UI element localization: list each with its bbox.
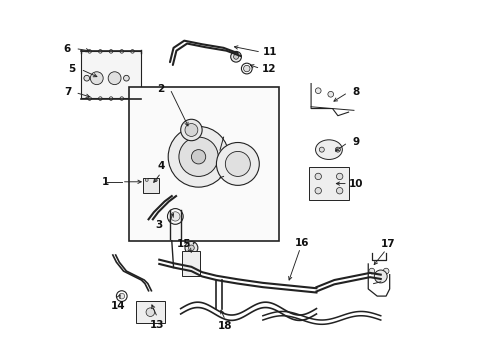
Circle shape [192,150,206,164]
Text: 2: 2 [157,84,165,94]
Bar [309,167,348,200]
Bar [81,51,142,98]
Text: 3: 3 [156,220,163,230]
Bar [129,87,279,241]
Text: 4: 4 [157,161,164,171]
Text: 17: 17 [381,239,395,249]
Circle shape [131,50,134,53]
Circle shape [146,179,148,181]
Text: 11: 11 [263,47,277,57]
Circle shape [98,97,102,100]
Circle shape [383,268,389,274]
Circle shape [374,270,387,283]
Text: 7: 7 [64,87,71,98]
Text: 14: 14 [111,301,125,311]
Circle shape [315,173,321,180]
Text: 13: 13 [150,320,165,330]
Circle shape [168,126,229,187]
Circle shape [319,147,324,152]
Bar [143,178,159,193]
Circle shape [316,88,321,94]
Circle shape [337,173,343,180]
Circle shape [123,75,129,81]
Circle shape [225,152,250,176]
Text: 10: 10 [349,179,364,189]
Text: 15: 15 [177,239,192,249]
Circle shape [88,97,92,100]
Circle shape [337,188,343,194]
Circle shape [369,268,375,274]
Circle shape [244,65,250,72]
Circle shape [189,245,194,251]
Circle shape [315,188,321,194]
Circle shape [98,50,102,53]
Circle shape [109,50,113,53]
Circle shape [171,212,180,221]
Text: 9: 9 [353,138,360,148]
Circle shape [185,123,198,136]
Text: 5: 5 [68,64,75,74]
Text: 12: 12 [261,64,276,73]
Circle shape [179,137,218,176]
Circle shape [328,91,334,97]
Bar [136,301,165,323]
Circle shape [185,242,198,254]
Circle shape [84,75,90,81]
Text: 16: 16 [295,238,309,248]
Text: 18: 18 [218,321,233,332]
Circle shape [120,97,123,100]
Circle shape [120,50,123,53]
Text: 1: 1 [102,177,109,187]
Text: 6: 6 [64,44,71,54]
Circle shape [154,179,157,181]
Ellipse shape [316,140,343,159]
Circle shape [108,72,121,85]
Circle shape [146,308,155,316]
Bar [182,251,200,276]
Circle shape [335,147,341,152]
Circle shape [131,97,134,100]
Circle shape [181,119,202,141]
Circle shape [119,293,124,299]
Text: 8: 8 [353,87,360,98]
Circle shape [234,54,239,59]
Circle shape [109,97,113,100]
Circle shape [88,50,92,53]
Circle shape [231,51,242,62]
Circle shape [217,143,259,185]
Circle shape [90,72,103,85]
